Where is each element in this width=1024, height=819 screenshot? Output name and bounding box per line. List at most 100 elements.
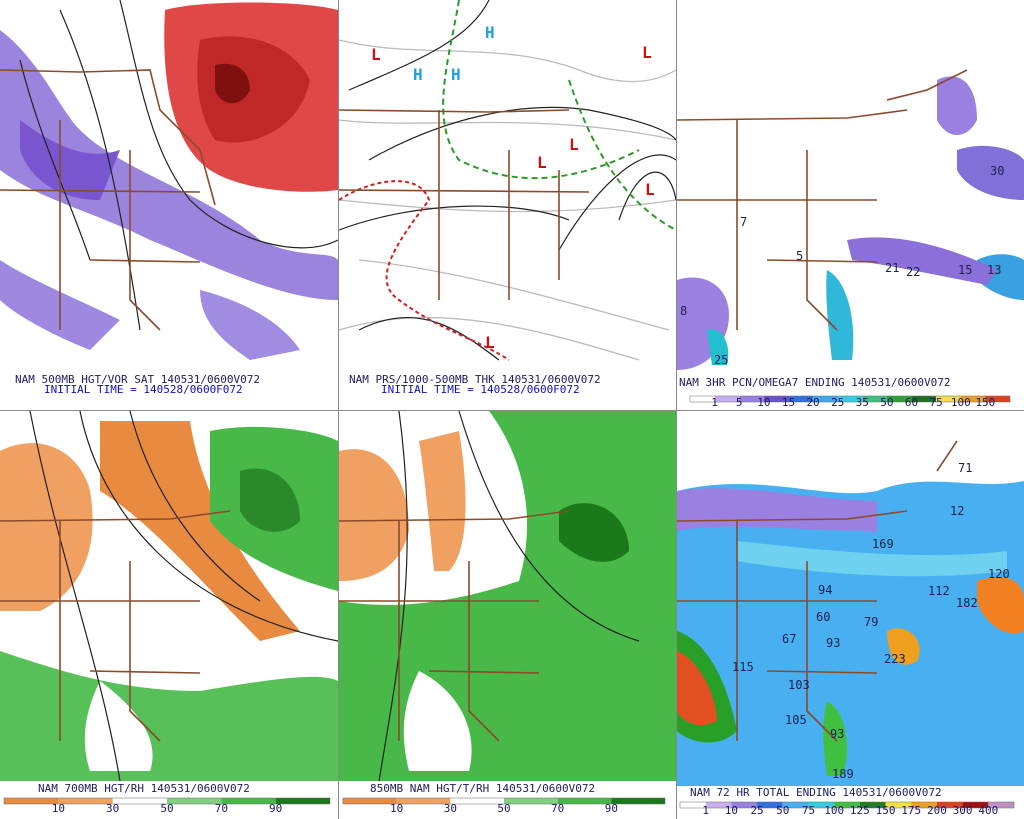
- panel-subtitle: INITIAL TIME = 140528/0600F072: [44, 383, 243, 396]
- scale-swatch: [936, 802, 963, 808]
- scale-label: 10: [390, 802, 403, 815]
- scale-swatch: [739, 396, 764, 402]
- scale-label: 10: [725, 804, 738, 817]
- map-label: 115: [732, 660, 754, 674]
- map-label: 93: [830, 727, 844, 741]
- map-label: 22: [906, 265, 920, 279]
- scale-label: 25: [750, 804, 763, 817]
- scale-label: 30: [444, 802, 457, 815]
- scale-label: 50: [497, 802, 510, 815]
- panel-subtitle: INITIAL TIME = 140528/0600F072: [381, 383, 580, 396]
- scale-swatch: [985, 396, 1010, 402]
- scale-label: 90: [605, 802, 618, 815]
- scale-frame: [3, 797, 331, 805]
- scale-swatch: [58, 798, 113, 804]
- svg-text:H: H: [413, 65, 423, 84]
- map-label: 105: [785, 713, 807, 727]
- scale-swatch: [862, 396, 887, 402]
- scale-swatch: [808, 802, 835, 808]
- panel-3-labels: 30 21 22 15 13 7 5 8 25: [680, 164, 1004, 367]
- panel-72hr-total: [676, 411, 1024, 786]
- map-label: 67: [782, 632, 796, 646]
- map-label: 223: [884, 652, 906, 666]
- map-label: 112: [928, 584, 950, 598]
- scale-swatch: [886, 396, 912, 402]
- scale-label: 100: [951, 396, 971, 409]
- scale-frame: [689, 395, 1011, 403]
- scale-swatch: [859, 802, 886, 808]
- scale-label: 10: [757, 396, 770, 409]
- scale-swatch: [275, 798, 330, 804]
- map-label: 120: [988, 567, 1010, 581]
- scale-label: 70: [215, 802, 228, 815]
- map-label: 7: [740, 215, 747, 229]
- scale-swatch: [167, 798, 222, 804]
- scale-label: 25: [831, 396, 844, 409]
- scale-label: 20: [806, 396, 819, 409]
- panel-3hr-precip: [676, 0, 1024, 372]
- svg-text:L: L: [537, 153, 547, 172]
- scale-swatch: [911, 396, 937, 402]
- scale-swatch: [885, 802, 912, 808]
- scale-swatch: [834, 802, 860, 808]
- scale-label: 75: [802, 804, 815, 817]
- scale-swatch: [960, 396, 986, 402]
- scale-label: 10: [52, 802, 65, 815]
- scale-label: 200: [927, 804, 947, 817]
- svg-text:H: H: [485, 23, 495, 42]
- scale-swatch: [680, 802, 706, 808]
- panel-title: 850MB NAM HGT/T/RH 140531/0600V072: [370, 782, 595, 795]
- scale-swatch: [788, 396, 814, 402]
- scale-swatch: [396, 798, 451, 804]
- panel-6-labels: 71 12 169 120 112 182 94 60 79 67 93 115…: [732, 461, 1010, 781]
- panel-title: NAM 700MB HGT/RH 140531/0600V072: [38, 782, 250, 795]
- svg-text:L: L: [371, 45, 381, 64]
- map-label: 189: [832, 767, 854, 781]
- panel-title: NAM 500MB HGT/VOR SAT 140531/0600V072: [15, 373, 260, 386]
- scale-swatch: [757, 802, 783, 808]
- svg-text:L: L: [569, 135, 579, 154]
- scale-label: 150: [876, 804, 896, 817]
- scale-label: 75: [930, 396, 943, 409]
- map-label: 21: [885, 261, 899, 275]
- panel-700mb: [0, 410, 339, 782]
- scale-label: 1: [702, 804, 709, 817]
- scale-label: 1: [711, 396, 718, 409]
- panel-title: NAM 3HR PCN/OMEGA7 ENDING 140531/0600V07…: [679, 376, 951, 389]
- map-label: 103: [788, 678, 810, 692]
- scale-swatch: [504, 798, 558, 804]
- scale-swatch: [112, 798, 167, 804]
- svg-text:L: L: [485, 333, 495, 352]
- scale-label: 35: [856, 396, 869, 409]
- map-label: 12: [950, 504, 964, 518]
- scale-swatch: [714, 396, 740, 402]
- scale-label: 50: [160, 802, 173, 815]
- map-label: 13: [987, 263, 1001, 277]
- scale-swatch: [782, 802, 809, 808]
- scale-swatch: [450, 798, 504, 804]
- map-label: 5: [796, 249, 803, 263]
- scale-swatch: [813, 396, 838, 402]
- scale-swatch: [911, 802, 937, 808]
- scale-swatch: [4, 798, 59, 804]
- scale-frame: [679, 801, 1015, 809]
- scale-frame: [342, 797, 666, 805]
- scale-label: 30: [106, 802, 119, 815]
- map-label: 8: [680, 304, 687, 318]
- scale-label: 15: [782, 396, 795, 409]
- map-label: 182: [956, 596, 978, 610]
- panel-title: NAM PRS/1000-500MB THK 140531/0600V072: [349, 373, 601, 386]
- map-label: 25: [714, 353, 728, 367]
- map-label: 79: [864, 615, 878, 629]
- scale-swatch: [837, 396, 863, 402]
- map-label: 94: [818, 583, 832, 597]
- scale-swatch: [988, 802, 1014, 808]
- scale-swatch: [962, 802, 989, 808]
- scale-label: 50: [776, 804, 789, 817]
- map-label: 60: [816, 610, 830, 624]
- scale-swatch: [611, 798, 665, 804]
- scale-swatch: [705, 802, 732, 808]
- scale-label: 300: [953, 804, 973, 817]
